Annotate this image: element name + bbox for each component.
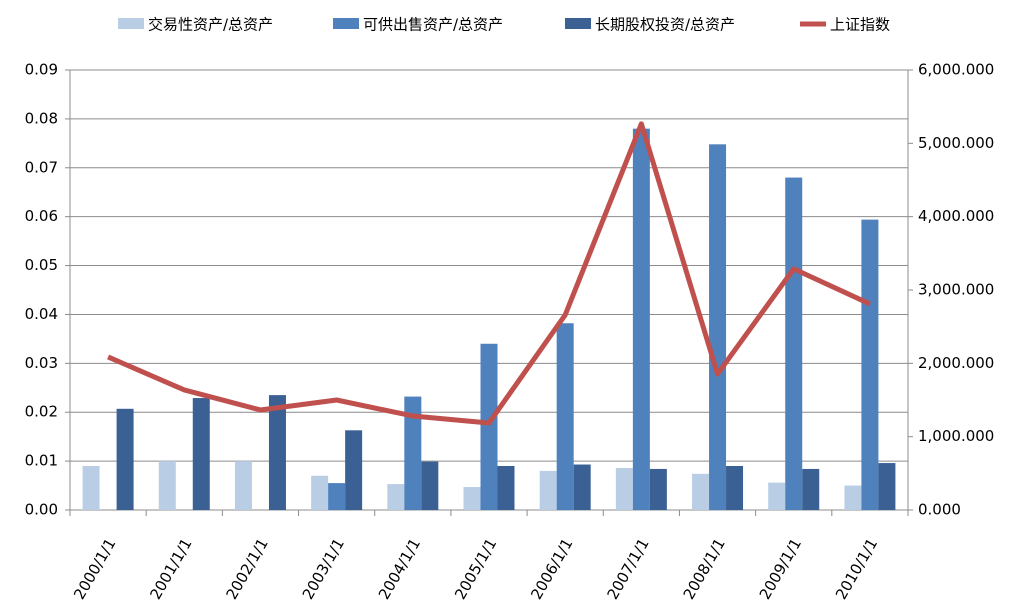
legend-swatch <box>118 18 144 29</box>
y2-tick-label: 3,000.000 <box>918 281 994 299</box>
y-tick-label: 0.06 <box>25 207 58 225</box>
bar <box>709 144 727 511</box>
y2-tick-label: 6,000.000 <box>918 61 994 79</box>
bar <box>387 484 405 510</box>
bar <box>268 395 286 510</box>
x-tick-label: 2010/1/1 <box>832 535 881 602</box>
y2-tick-label: 0.000 <box>918 501 961 519</box>
bar <box>556 323 574 510</box>
bar <box>480 343 498 510</box>
y-tick-label: 0.00 <box>25 501 58 519</box>
legend-swatch <box>565 18 591 29</box>
y-tick-label: 0.05 <box>25 256 58 274</box>
y-tick-label: 0.01 <box>25 452 58 470</box>
y-tick-label: 0.04 <box>25 305 58 323</box>
legend-swatch <box>333 18 359 29</box>
bar <box>632 128 650 510</box>
y-tick-label: 0.07 <box>25 158 58 176</box>
y-tick-label: 0.02 <box>25 403 58 421</box>
bar <box>878 463 896 510</box>
y-tick-label: 0.03 <box>25 354 58 372</box>
x-tick-label: 2009/1/1 <box>756 535 805 602</box>
x-tick-label: 2008/1/1 <box>680 535 729 602</box>
x-tick-label: 2004/1/1 <box>375 535 424 602</box>
bar <box>692 473 710 510</box>
bar <box>649 468 667 510</box>
bar <box>463 487 481 510</box>
x-tick-label: 2005/1/1 <box>451 535 500 602</box>
x-tick-label: 2001/1/1 <box>146 535 195 602</box>
bar <box>234 461 252 510</box>
legend-label: 交易性资产/总资产 <box>148 16 273 34</box>
x-tick-label: 2006/1/1 <box>527 535 576 602</box>
bar <box>82 466 100 510</box>
bar <box>158 461 176 510</box>
bar <box>726 466 744 510</box>
bar <box>861 219 879 510</box>
legend-label: 可供出售资产/总资产 <box>363 16 503 34</box>
legend-label: 长期股权投资/总资产 <box>595 16 735 34</box>
y-tick-label: 0.08 <box>25 109 58 127</box>
bar <box>802 468 820 510</box>
y2-tick-label: 5,000.000 <box>918 134 994 152</box>
bar <box>539 470 557 510</box>
bar <box>785 177 803 511</box>
y2-tick-label: 1,000.000 <box>918 427 994 445</box>
y-tick-label: 0.09 <box>25 61 58 79</box>
bar <box>497 466 515 510</box>
line <box>107 121 871 426</box>
bar <box>615 467 633 510</box>
legend-label: 上证指数 <box>830 16 890 34</box>
y2-tick-label: 4,000.000 <box>918 207 994 225</box>
bar <box>573 464 591 510</box>
x-tick-label: 2000/1/1 <box>70 535 119 602</box>
x-tick-label: 2003/1/1 <box>299 535 348 602</box>
bar <box>768 482 786 510</box>
y2-tick-label: 2,000.000 <box>918 354 994 372</box>
bar <box>311 475 329 510</box>
bar <box>404 396 422 510</box>
x-tick-label: 2007/1/1 <box>603 535 652 602</box>
bar <box>421 461 439 510</box>
bar <box>328 483 346 510</box>
bar <box>192 398 210 510</box>
x-tick-label: 2002/1/1 <box>223 535 272 602</box>
bar <box>116 408 134 510</box>
bar <box>844 485 862 510</box>
bar <box>345 430 363 510</box>
